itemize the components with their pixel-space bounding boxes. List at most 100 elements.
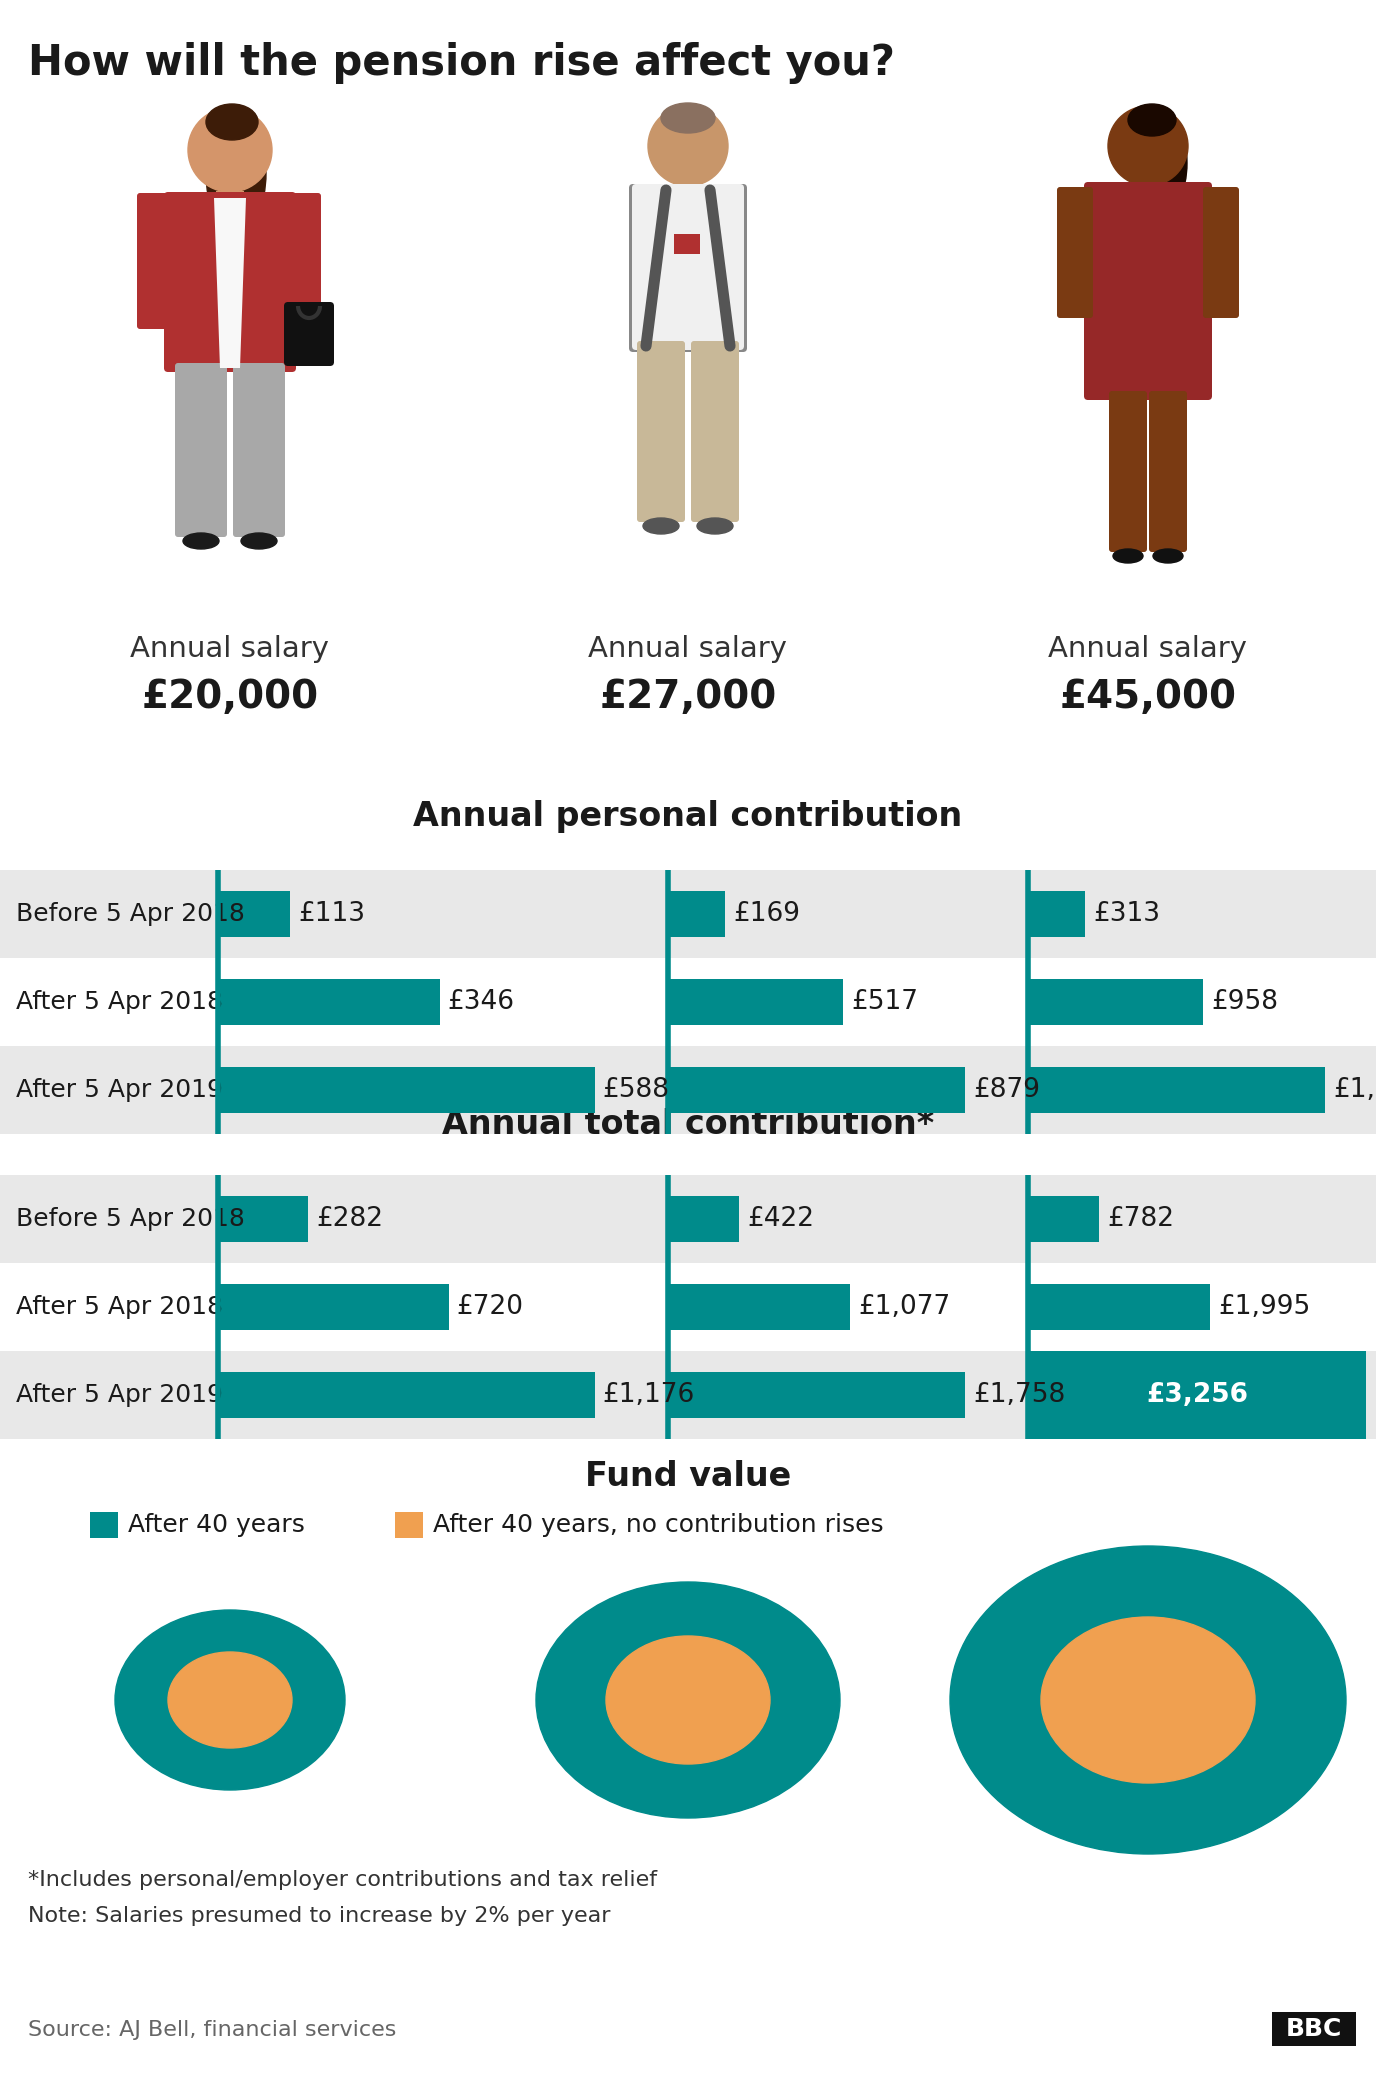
Text: Annual salary: Annual salary (1049, 636, 1248, 663)
FancyBboxPatch shape (632, 185, 744, 351)
Text: £20,000: £20,000 (142, 677, 319, 717)
Text: £879: £879 (973, 1078, 1040, 1103)
Bar (217, 978, 439, 1024)
Bar (1271, 2013, 1355, 2046)
Bar (1028, 978, 1203, 1024)
Bar (0, 1350, 1376, 1439)
Text: After 5 Apr 2018: After 5 Apr 2018 (17, 991, 223, 1014)
Ellipse shape (1128, 104, 1176, 135)
Text: £346: £346 (447, 989, 515, 1016)
Bar (1028, 891, 1086, 937)
Text: £588: £588 (603, 1078, 670, 1103)
FancyBboxPatch shape (283, 301, 334, 366)
Bar (0, 870, 1376, 957)
Bar (0, 1263, 1376, 1350)
Text: Before 5 Apr 2018: Before 5 Apr 2018 (17, 901, 245, 926)
Bar (676, 185, 700, 206)
Text: After 5 Apr 2019: After 5 Apr 2019 (17, 1383, 223, 1406)
Text: £422: £422 (747, 1207, 815, 1232)
Ellipse shape (116, 1610, 345, 1790)
Bar (217, 891, 290, 937)
Ellipse shape (949, 1545, 1346, 1855)
Text: £1,995: £1,995 (1218, 1294, 1310, 1321)
Bar (89, 1512, 118, 1537)
Circle shape (648, 106, 728, 187)
Text: Note: Salaries presumed to increase by 2% per year: Note: Salaries presumed to increase by 2… (28, 1907, 611, 1925)
Bar (667, 1284, 850, 1329)
FancyBboxPatch shape (1057, 187, 1093, 318)
Bar (395, 1512, 422, 1537)
Text: £45,000: £45,000 (1060, 677, 1237, 717)
Ellipse shape (168, 1651, 292, 1749)
Text: £1,077: £1,077 (859, 1294, 951, 1321)
Bar (217, 1068, 594, 1113)
Bar (217, 1284, 449, 1329)
Bar (667, 1068, 966, 1113)
Ellipse shape (241, 534, 277, 548)
Bar (1135, 185, 1161, 206)
Text: £282: £282 (316, 1207, 384, 1232)
Bar (0, 957, 1376, 1047)
Ellipse shape (643, 517, 678, 534)
FancyBboxPatch shape (164, 191, 296, 372)
Text: £169: £169 (733, 901, 801, 926)
Bar (674, 235, 700, 253)
FancyBboxPatch shape (1084, 183, 1212, 401)
Text: £313: £313 (1093, 901, 1160, 926)
Text: Before 5 Apr 2018: Before 5 Apr 2018 (17, 1207, 245, 1232)
Text: Annual salary: Annual salary (131, 636, 329, 663)
FancyBboxPatch shape (637, 341, 685, 521)
FancyBboxPatch shape (138, 193, 173, 328)
FancyBboxPatch shape (1203, 187, 1238, 318)
Bar (0, 1047, 1376, 1134)
Ellipse shape (660, 104, 716, 133)
Bar (667, 1373, 966, 1419)
Text: After 5 Apr 2019: After 5 Apr 2019 (17, 1078, 223, 1103)
FancyBboxPatch shape (629, 185, 747, 351)
Bar (1028, 1284, 1211, 1329)
Bar (667, 978, 843, 1024)
Text: After 40 years, no contribution rises: After 40 years, no contribution rises (433, 1512, 883, 1537)
Ellipse shape (1113, 548, 1143, 563)
Ellipse shape (605, 1637, 771, 1763)
Text: BBC: BBC (1285, 2017, 1342, 2042)
Text: After 5 Apr 2018: After 5 Apr 2018 (17, 1294, 223, 1319)
Text: £720: £720 (457, 1294, 524, 1321)
Text: Annual salary: Annual salary (589, 636, 787, 663)
Text: £517: £517 (850, 989, 918, 1016)
Text: *Includes personal/employer contributions and tax relief: *Includes personal/employer contribution… (28, 1869, 658, 1890)
FancyBboxPatch shape (233, 363, 285, 538)
Text: £27,000: £27,000 (600, 677, 776, 717)
Text: Fund value: Fund value (585, 1460, 791, 1493)
Ellipse shape (1153, 548, 1183, 563)
Bar (216, 191, 244, 214)
Bar (0, 1176, 1376, 1263)
Bar (217, 1196, 308, 1242)
Text: Annual total contribution*: Annual total contribution* (442, 1107, 934, 1140)
Text: £1,628: £1,628 (1333, 1078, 1376, 1103)
Text: £1,758: £1,758 (973, 1381, 1065, 1408)
Ellipse shape (1042, 1618, 1255, 1782)
Bar (667, 1196, 739, 1242)
Ellipse shape (183, 534, 219, 548)
Ellipse shape (698, 517, 733, 534)
Ellipse shape (1132, 110, 1187, 216)
Text: After 40 years: After 40 years (128, 1512, 305, 1537)
FancyBboxPatch shape (288, 193, 321, 309)
Text: £958: £958 (1211, 989, 1278, 1016)
FancyBboxPatch shape (1149, 390, 1187, 552)
Bar (667, 891, 725, 937)
Text: Annual personal contribution: Annual personal contribution (413, 800, 963, 833)
Circle shape (189, 108, 272, 191)
Ellipse shape (206, 104, 259, 139)
Circle shape (1108, 106, 1187, 187)
Bar (217, 1373, 594, 1419)
Ellipse shape (537, 1583, 839, 1817)
FancyBboxPatch shape (1109, 390, 1148, 552)
FancyBboxPatch shape (691, 341, 739, 521)
Text: £1,176: £1,176 (603, 1381, 695, 1408)
Bar (1028, 1068, 1325, 1113)
Bar (1028, 1350, 1366, 1439)
Text: £3,256: £3,256 (1146, 1381, 1248, 1408)
Text: How will the pension rise affect you?: How will the pension rise affect you? (28, 42, 894, 83)
